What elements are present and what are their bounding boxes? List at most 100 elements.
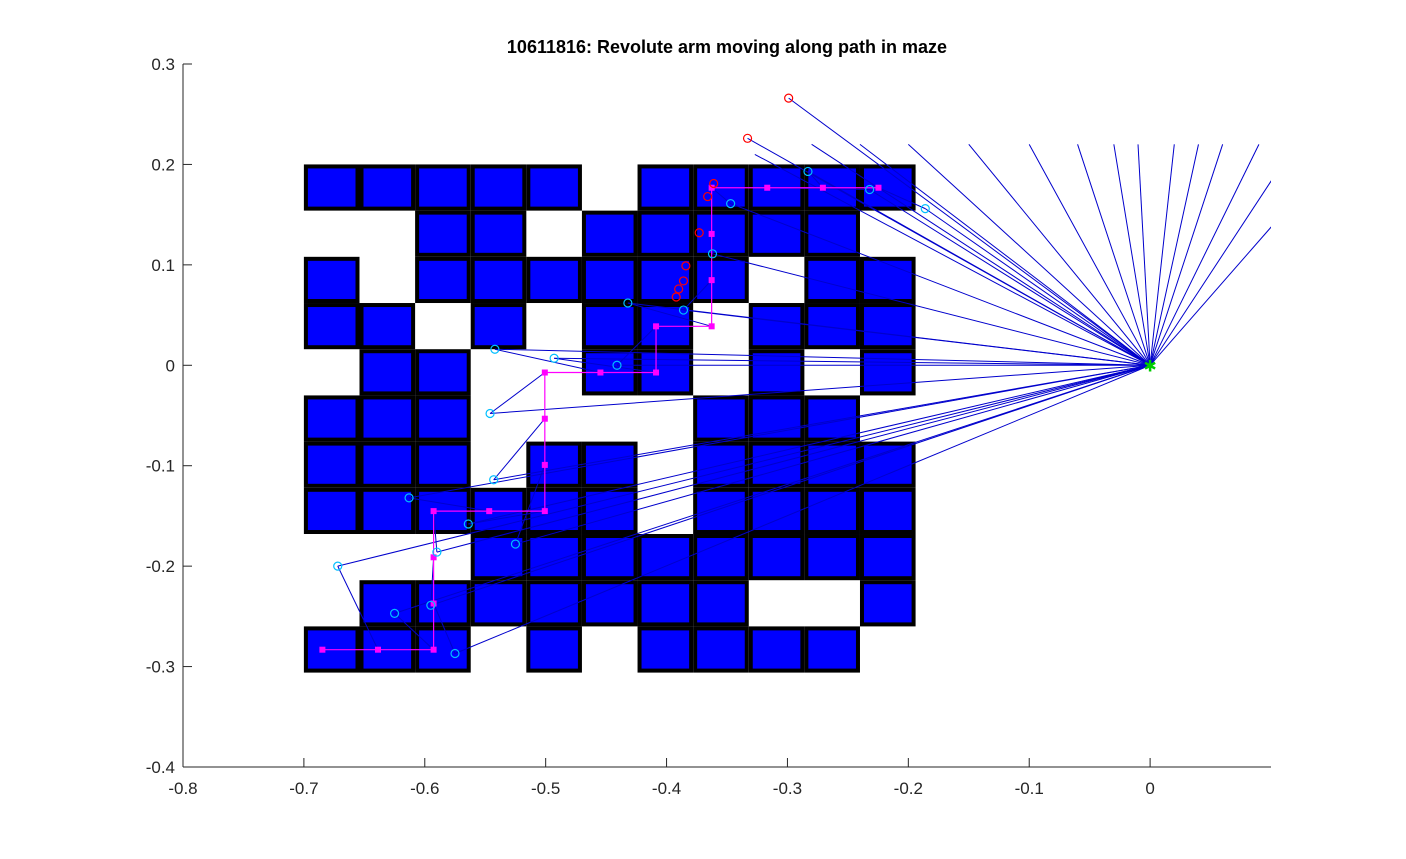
maze-cell xyxy=(474,307,523,346)
maze-cell xyxy=(307,260,356,300)
x-tick-label: -0.7 xyxy=(289,779,318,798)
arm-link xyxy=(454,364,1151,654)
arm-link xyxy=(468,364,1151,525)
arm-link xyxy=(490,364,1151,414)
maze-cell xyxy=(419,399,467,438)
forearm-link xyxy=(494,348,601,374)
maze-cell xyxy=(419,168,467,207)
path-waypoint xyxy=(764,184,771,191)
forearm-link xyxy=(468,510,545,525)
maze-cell xyxy=(363,307,412,346)
maze-cell xyxy=(863,445,912,484)
path-waypoint xyxy=(430,600,437,607)
maze-cell xyxy=(474,168,523,207)
x-tick-label: -0.8 xyxy=(168,779,197,798)
path-waypoint xyxy=(430,508,437,515)
maze-cell xyxy=(863,491,912,531)
elbow-marker xyxy=(726,198,736,209)
arm-link xyxy=(968,144,1151,366)
elbow-marker xyxy=(612,360,622,370)
arm-link xyxy=(1149,144,1224,366)
arm-link xyxy=(337,364,1151,567)
path-waypoint xyxy=(541,369,548,376)
joint-markers: ✱ xyxy=(333,93,1157,659)
forearm-link xyxy=(683,279,713,311)
y-tick-label: -0.3 xyxy=(146,658,175,677)
maze-cell xyxy=(530,538,578,577)
maze-cell xyxy=(307,445,356,484)
elbow-marker xyxy=(485,408,495,419)
path-waypoint xyxy=(374,646,381,653)
maze-cell xyxy=(697,630,745,669)
path-waypoint xyxy=(875,184,882,191)
maze-cell xyxy=(863,538,912,577)
maze-cell xyxy=(474,584,523,623)
x-tick-label: -0.6 xyxy=(410,779,439,798)
arm-link xyxy=(394,364,1151,614)
path-waypoint xyxy=(541,461,548,468)
elbow-marker xyxy=(404,493,414,503)
path-waypoint xyxy=(708,230,715,237)
y-tick-label: 0.3 xyxy=(151,55,175,74)
end-effector-marker xyxy=(742,133,753,143)
chart-title: 10611816: Revolute arm moving along path… xyxy=(507,37,947,57)
x-tick-label: -0.4 xyxy=(652,779,681,798)
forearm-link xyxy=(878,187,926,210)
maze-cell xyxy=(641,630,690,669)
x-tick-label: -0.1 xyxy=(1015,779,1044,798)
maze-cell xyxy=(530,584,578,623)
maze-cell xyxy=(697,491,745,531)
elbow-marker xyxy=(426,600,436,610)
maze-cell xyxy=(419,353,467,392)
base-marker: ✱ xyxy=(1143,356,1156,375)
forearm-link xyxy=(493,418,546,481)
maze-cell xyxy=(419,445,467,484)
arm-link xyxy=(430,364,1151,606)
x-tick-label: -0.5 xyxy=(531,779,560,798)
maze-cell xyxy=(307,168,356,207)
maze-cell xyxy=(530,168,578,207)
elbow-marker xyxy=(865,184,875,195)
maze-cell xyxy=(863,260,912,300)
arm-link xyxy=(788,97,1151,366)
elbow-marker xyxy=(432,547,442,557)
elbow-marker xyxy=(490,344,500,354)
maze-cell xyxy=(697,538,745,577)
maze-cell xyxy=(363,353,412,392)
y-tick-label: 0.1 xyxy=(151,256,175,275)
end-effector-marker xyxy=(681,261,691,271)
maze-cell xyxy=(808,491,856,531)
maze-cell xyxy=(474,538,523,577)
maze-cell xyxy=(585,538,634,577)
forearm-link xyxy=(627,302,712,327)
maze-cell xyxy=(752,538,801,577)
forearm-link xyxy=(514,464,546,545)
x-tick-label: -0.2 xyxy=(894,779,923,798)
arm-link xyxy=(1028,144,1151,366)
arm-link xyxy=(924,208,1151,366)
maze-cell xyxy=(752,214,801,253)
arm-link xyxy=(436,364,1151,553)
arm-link xyxy=(1149,144,1175,366)
end-effector-marker xyxy=(671,292,681,302)
arm-link xyxy=(1113,144,1151,366)
maze-cell xyxy=(808,630,856,669)
path-waypoint xyxy=(708,323,715,330)
maze-cell xyxy=(585,260,634,300)
forearm-link xyxy=(408,497,490,512)
path-waypoint xyxy=(653,369,660,376)
axes: -0.8 -0.7 -0.6 -0.5 -0.4 -0.3 -0.2 -0.1 0 0.3 0.2 0… xyxy=(146,55,1271,798)
forearm-link xyxy=(433,603,456,654)
elbow-marker xyxy=(489,475,499,485)
maze-cell xyxy=(585,584,634,623)
y-tick-label: -0.4 xyxy=(146,758,175,777)
path-waypoint xyxy=(541,508,548,515)
forearm-link xyxy=(337,565,379,650)
arm-link xyxy=(1149,180,1271,366)
maze-cell xyxy=(697,399,745,438)
path-waypoint xyxy=(708,184,715,191)
maze-cell xyxy=(752,399,801,438)
arm-link xyxy=(869,189,1151,366)
maze-cell xyxy=(363,445,412,484)
